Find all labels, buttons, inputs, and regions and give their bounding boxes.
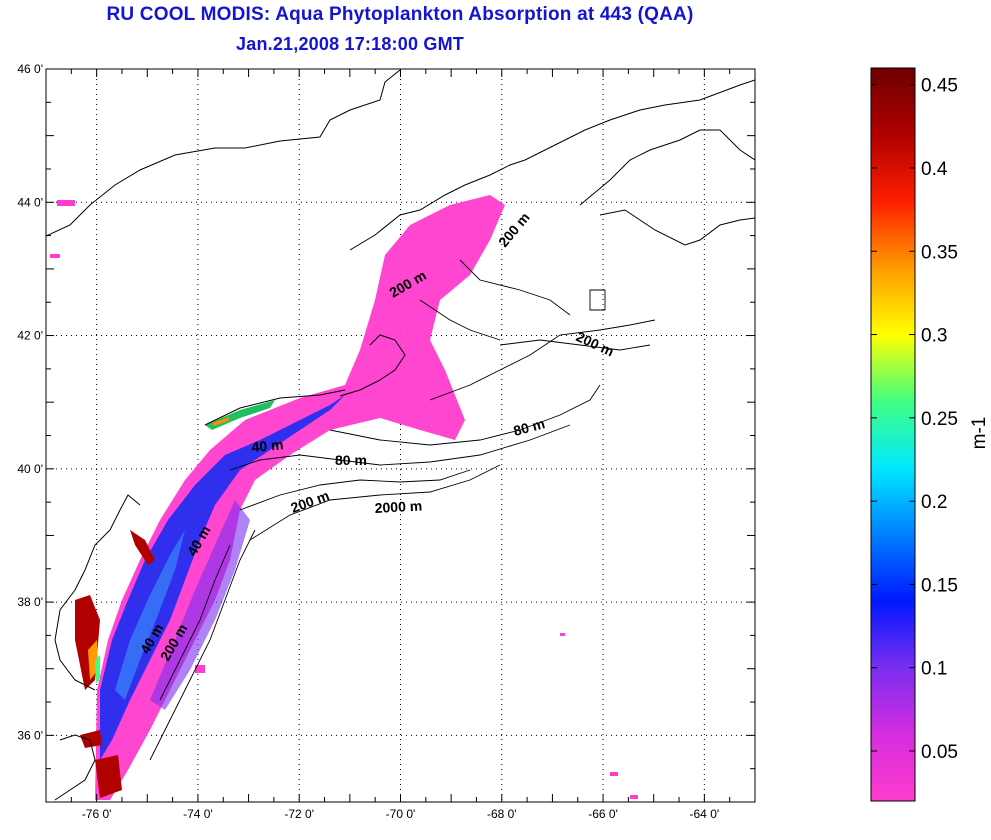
colorbar-tick-label: 0.2 [921,492,947,513]
lat-tick-label: 36 0' [17,728,43,742]
colorbar-tick-label: 0.1 [921,659,947,680]
lat-tick-label: 40 0' [17,462,43,476]
swath-mid-values [100,395,345,760]
isobath-label: 200 m [495,209,533,250]
colorbar-tick-label: 0.15 [921,575,958,596]
map-title: RU COOL MODIS: Aqua Phytoplankton Absorp… [106,4,694,25]
lat-tick-label: 44 0' [17,195,43,209]
colorbar-tick-label: 0.35 [921,242,958,263]
colorbar-tick-label: 0.4 [921,159,948,180]
colorbar-unit-label: m-1 [969,417,990,450]
lat-tick-label: 46 0' [17,62,43,76]
lon-tick-label: -64 0' [690,807,720,821]
isobath-label: 40 m [251,436,284,455]
lon-tick-label: -66 0' [588,807,618,821]
colorbar-tick-label: 0.3 [921,326,947,347]
swath-low-values [95,195,505,800]
colorbar: 0.45 0.4 0.35 0.3 0.25 0.2 0.15 0.1 0.05 m-1 [870,67,990,802]
latitude-labels: 46 0' 44 0' 42 0' 40 0' 38 0' 36 0' [17,62,43,742]
lon-tick-label: -76 0' [82,807,112,821]
isobath-label: 80 m [512,415,547,439]
colorbar-tick-label: 0.25 [921,409,958,430]
lat-tick-label: 42 0' [17,329,43,343]
colorbar-gradient [870,67,916,802]
longitude-labels: -76 0' -74 0' -72 0' -70 0' -68 0' -66 0' -64 … [82,807,719,821]
lon-tick-label: -70 0' [386,807,416,821]
isobaths [149,259,656,761]
map-subtitle: Jan.21,2008 17:18:00 GMT [236,34,464,54]
lat-tick-label: 38 0' [17,595,43,609]
colorbar-tick-label: 0.05 [921,742,958,763]
axis-ticks [45,68,756,803]
colorbar-tick-label: 0.45 [921,76,958,97]
lon-tick-label: -74 0' [183,807,213,821]
lon-tick-label: -72 0' [284,807,314,821]
isobath-label: 80 m [335,452,367,468]
lon-tick-label: -68 0' [487,807,517,821]
coastline [46,69,755,801]
isobath-label: 200 m [574,328,617,359]
absorption-swath [50,195,638,800]
colorbar-ticks: 0.45 0.4 0.35 0.3 0.25 0.2 0.15 0.1 0.05 [871,76,958,763]
isobath-label: 2000 m [374,498,422,516]
